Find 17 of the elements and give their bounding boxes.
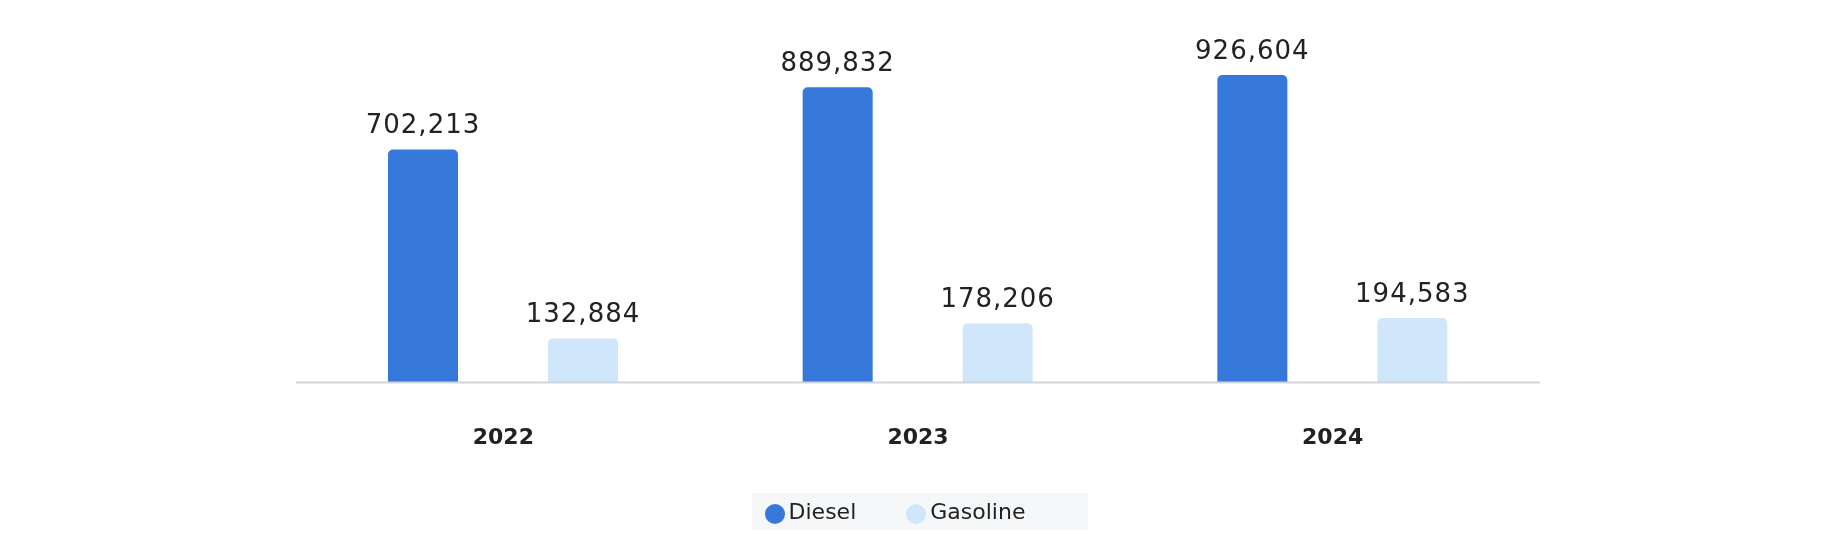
- data-label: 194,583: [1355, 277, 1470, 308]
- bar: [802, 87, 873, 383]
- x-tick-label: 2024: [1302, 424, 1364, 450]
- data-label: 132,884: [525, 298, 641, 329]
- data-label: 889,832: [780, 47, 895, 78]
- x-tick-label: 2023: [887, 424, 949, 450]
- data-label: 702,213: [365, 109, 481, 140]
- x-tick-label: 2022: [472, 424, 534, 450]
- bar: [1377, 317, 1448, 383]
- legend-label: Diesel: [788, 498, 857, 524]
- bar: [388, 149, 458, 383]
- bar: [962, 323, 1033, 383]
- legend-label: Gasoline: [930, 498, 1026, 524]
- data-label: 178,206: [940, 283, 1055, 314]
- bar: [1217, 75, 1288, 383]
- bar: [548, 338, 618, 383]
- data-label: 926,604: [1195, 35, 1310, 65]
